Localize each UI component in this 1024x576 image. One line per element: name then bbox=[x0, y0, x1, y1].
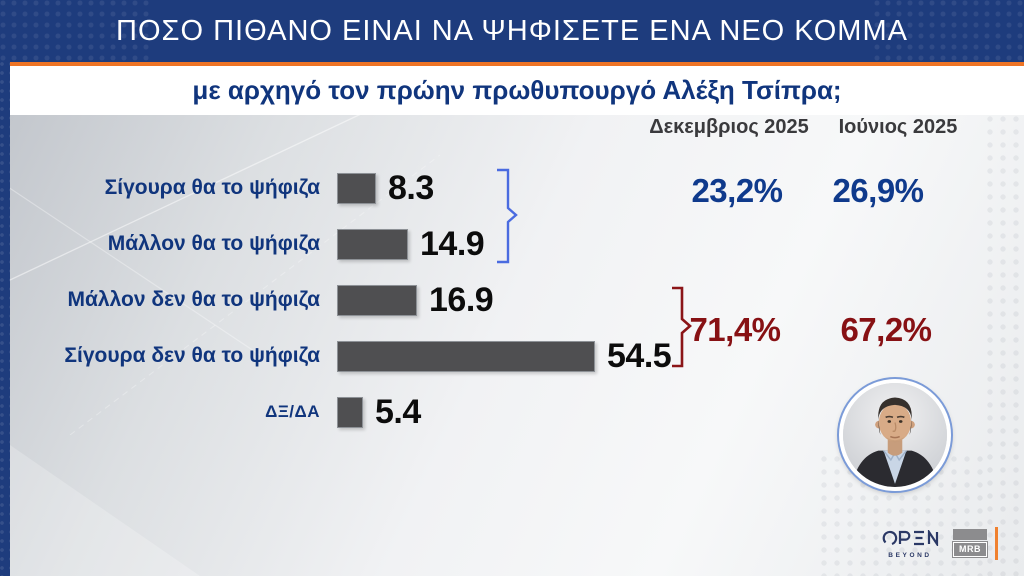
pct-would-not-vote-december: 71,4% bbox=[689, 311, 781, 348]
chart-row: Μάλλον δεν θα το ψήφιζα 16.9 bbox=[10, 272, 493, 328]
dot-pattern-right bbox=[986, 115, 1024, 576]
chart-row: Σίγουρα θα το ψήφιζα 8.3 bbox=[10, 160, 435, 216]
bar-label: Μάλλον θα το ψήφιζα bbox=[107, 232, 320, 255]
subtitle-band: με αρχηγό τον πρώην πρωθυπουργό Αλέξη Τσ… bbox=[10, 66, 1024, 115]
mrb-logo-text: MRB bbox=[952, 541, 988, 558]
banner-dot-pattern-left bbox=[0, 0, 150, 62]
bar bbox=[337, 172, 376, 204]
open-tv-logo: BEYOND bbox=[879, 528, 941, 559]
bar bbox=[337, 396, 363, 428]
bar-value: 5.4 bbox=[375, 392, 421, 431]
mrb-logo: MRB bbox=[952, 529, 988, 558]
left-frame-strip bbox=[0, 62, 10, 576]
bracket-would-vote bbox=[497, 168, 518, 264]
bar bbox=[337, 340, 595, 372]
bar bbox=[337, 284, 417, 316]
accent-divider bbox=[0, 62, 1024, 66]
open-logo-letters bbox=[882, 528, 939, 548]
tsipras-portrait-photo bbox=[839, 379, 951, 491]
column-header-june: Ιούνιος 2025 bbox=[838, 116, 958, 138]
bar bbox=[337, 228, 408, 260]
pct-would-vote-june: 26,9% bbox=[832, 172, 924, 209]
bar-value: 8.3 bbox=[388, 168, 434, 207]
banner-dot-pattern-right bbox=[874, 0, 1024, 62]
bar-value: 14.9 bbox=[420, 224, 485, 263]
chart-row: ΔΞ/ΔΑ 5.4 bbox=[10, 384, 421, 440]
portrait-illustration bbox=[843, 383, 947, 487]
open-logo-tagline: BEYOND bbox=[888, 552, 932, 559]
page-subtitle: με αρχηγό τον πρώην πρωθυπουργό Αλέξη Τσ… bbox=[192, 75, 842, 105]
bar-value: 16.9 bbox=[429, 280, 494, 319]
title-banner: ΠΟΣΟ ΠΙΘΑΝΟ ΕΙΝΑΙ ΝΑ ΨΗΦΙΣΕΤΕ ΕΝΑ ΝΕΟ ΚΟ… bbox=[0, 0, 1024, 62]
chart-row: Μάλλον θα το ψήφιζα 14.9 bbox=[10, 216, 485, 272]
bar-label: Σίγουρα δεν θα το ψήφιζα bbox=[64, 344, 320, 367]
orange-tick-mark bbox=[995, 527, 998, 560]
bar-value: 54.5 bbox=[607, 336, 672, 375]
bar-label: ΔΞ/ΔΑ bbox=[265, 402, 320, 421]
pct-would-vote-december: 23,2% bbox=[691, 172, 783, 209]
page-title: ΠΟΣΟ ΠΙΘΑΝΟ ΕΙΝΑΙ ΝΑ ΨΗΦΙΣΕΤΕ ΕΝΑ ΝΕΟ ΚΟ… bbox=[116, 14, 908, 47]
mrb-logo-block bbox=[953, 529, 987, 540]
bar-label: Σίγουρα θα το ψήφιζα bbox=[104, 176, 320, 199]
bar-label: Μάλλον δεν θα το ψήφιζα bbox=[67, 288, 320, 311]
chart-row: Σίγουρα δεν θα το ψήφιζα 54.5 bbox=[10, 328, 671, 384]
pct-would-not-vote-june: 67,2% bbox=[840, 311, 932, 348]
bracket-would-not-vote bbox=[672, 286, 692, 368]
column-header-december: Δεκεμβριος 2025 bbox=[649, 116, 809, 138]
